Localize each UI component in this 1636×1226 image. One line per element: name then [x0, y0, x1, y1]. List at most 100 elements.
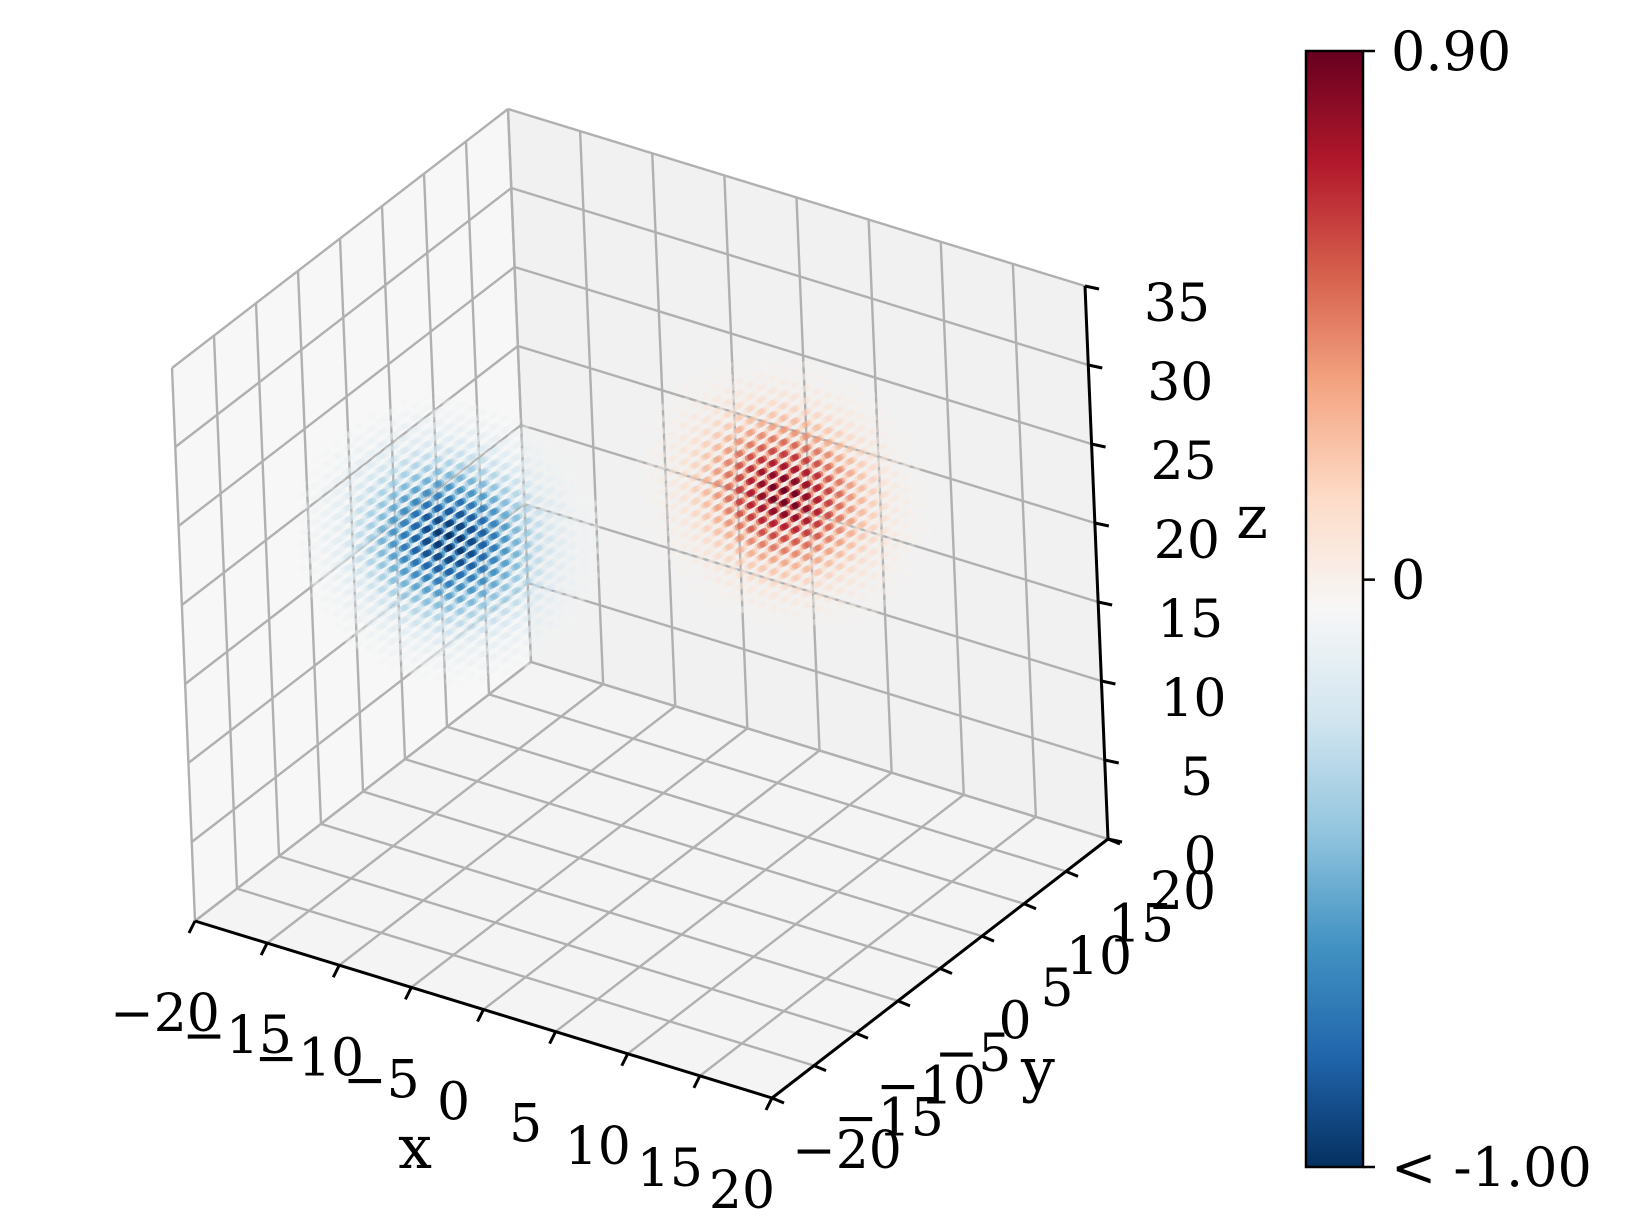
data-point-cluster-0	[445, 580, 452, 588]
data-point-cluster-0	[323, 594, 331, 601]
data-point-cluster-0	[355, 483, 363, 490]
data-point-cluster-0	[457, 450, 465, 458]
data-point-cluster-0	[378, 634, 386, 642]
data-point-cluster-1	[836, 599, 844, 607]
data-point-cluster-1	[690, 377, 698, 385]
data-point-cluster-0	[492, 410, 500, 418]
data-point-cluster-1	[658, 537, 665, 544]
data-point-cluster-0	[588, 525, 596, 533]
data-point-cluster-0	[327, 470, 335, 478]
grid-line-z-left	[174, 187, 513, 448]
data-point-cluster-0	[444, 678, 452, 685]
data-point-cluster-0	[502, 499, 509, 506]
data-point-cluster-0	[532, 489, 540, 496]
data-point-cluster-0	[491, 665, 499, 673]
data-point-cluster-0	[463, 641, 470, 648]
data-point-cluster-0	[410, 402, 418, 410]
data-point-cluster-1	[834, 382, 841, 390]
data-point-cluster-0	[488, 412, 495, 420]
data-point-cluster-0	[363, 645, 371, 653]
data-point-cluster-1	[725, 604, 732, 612]
data-point-cluster-0	[489, 617, 497, 625]
data-point-cluster-0	[378, 465, 386, 472]
data-point-cluster-0	[318, 584, 326, 592]
data-point-cluster-0	[400, 520, 407, 527]
data-point-cluster-0	[589, 549, 597, 557]
data-point-cluster-0	[468, 671, 475, 679]
data-point-cluster-0	[479, 420, 487, 427]
data-point-cluster-0	[524, 469, 532, 476]
data-point-cluster-0	[561, 476, 569, 484]
data-point-cluster-0	[390, 649, 397, 657]
data-point-cluster-0	[418, 661, 425, 669]
data-point-cluster-0	[499, 467, 507, 475]
data-point-cluster-0	[539, 627, 547, 635]
data-point-cluster-0	[545, 463, 553, 471]
data-point-cluster-1	[780, 378, 788, 385]
data-point-cluster-0	[363, 563, 371, 571]
data-point-cluster-0	[549, 449, 557, 457]
data-point-cluster-0	[351, 437, 359, 444]
data-point-cluster-0	[500, 524, 508, 531]
data-point-cluster-0	[370, 602, 378, 610]
data-point-cluster-0	[579, 509, 587, 517]
data-point-cluster-0	[469, 416, 476, 424]
data-point-cluster-0	[468, 562, 475, 570]
data-point-cluster-0	[584, 518, 592, 526]
data-point-cluster-0	[533, 561, 540, 569]
data-point-cluster-0	[399, 665, 406, 673]
data-point-cluster-1	[869, 403, 877, 411]
grid-line-z-back	[507, 107, 1086, 288]
data-point-cluster-0	[323, 533, 331, 541]
data-point-cluster-0	[517, 630, 525, 637]
data-point-cluster-1	[726, 591, 734, 599]
data-point-cluster-0	[540, 491, 547, 498]
data-point-cluster-0	[401, 555, 409, 563]
data-point-cluster-0	[522, 497, 529, 505]
data-point-cluster-0	[390, 540, 397, 548]
data-point-cluster-0	[352, 488, 359, 495]
data-point-cluster-0	[512, 539, 519, 546]
data-point-cluster-0	[408, 455, 416, 462]
data-point-cluster-0	[370, 590, 377, 598]
data-point-cluster-1	[668, 480, 676, 487]
data-point-cluster-0	[310, 543, 318, 551]
data-point-cluster-1	[891, 422, 899, 429]
data-point-cluster-0	[419, 407, 426, 414]
data-point-cluster-1	[767, 376, 775, 383]
data-point-cluster-0	[556, 527, 564, 535]
data-point-cluster-0	[412, 461, 420, 469]
data-point-cluster-0	[593, 571, 600, 579]
data-point-cluster-1	[725, 386, 732, 394]
data-point-cluster-0	[453, 404, 460, 411]
data-point-cluster-0	[468, 634, 476, 642]
data-point-cluster-0	[311, 506, 319, 514]
data-point-cluster-0	[392, 660, 400, 668]
data-point-cluster-0	[351, 476, 359, 484]
data-point-cluster-0	[400, 483, 408, 491]
data-point-cluster-0	[511, 418, 519, 426]
data-point-cluster-0	[523, 614, 531, 622]
data-point-cluster-0	[438, 633, 445, 640]
data-point-cluster-1	[847, 603, 854, 610]
data-point-cluster-0	[545, 452, 553, 459]
data-point-cluster-0	[503, 413, 511, 421]
data-point-cluster-1	[791, 611, 799, 619]
data-point-cluster-0	[345, 443, 353, 450]
data-point-cluster-0	[567, 628, 574, 635]
data-point-cluster-0	[435, 601, 443, 609]
data-point-cluster-0	[462, 420, 470, 428]
data-point-cluster-0	[496, 647, 504, 654]
data-point-cluster-0	[501, 584, 508, 592]
data-point-cluster-0	[580, 533, 588, 540]
data-point-cluster-1	[669, 503, 677, 511]
data-point-cluster-0	[334, 585, 341, 593]
data-point-cluster-0	[424, 586, 431, 593]
data-point-cluster-0	[307, 509, 314, 516]
data-point-cluster-0	[405, 650, 413, 658]
data-point-cluster-0	[574, 575, 581, 583]
data-point-cluster-0	[327, 540, 335, 548]
data-point-cluster-0	[425, 670, 433, 677]
data-point-cluster-0	[558, 623, 566, 631]
data-point-cluster-1	[737, 582, 744, 590]
